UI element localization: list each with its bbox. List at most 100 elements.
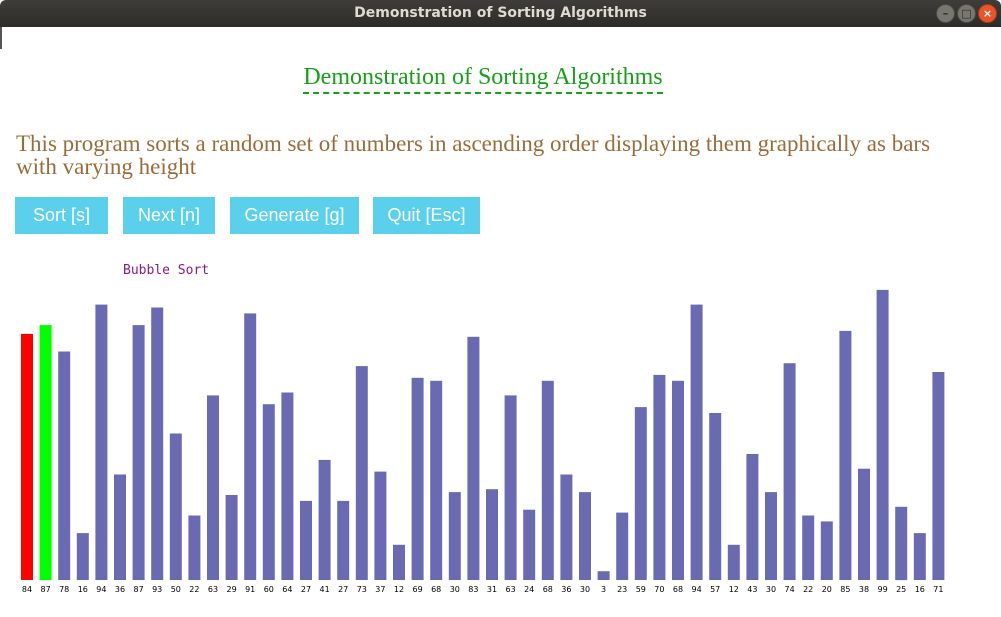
bar-value-label-46: 99 xyxy=(878,585,888,594)
bar-38 xyxy=(727,544,740,580)
bar-26 xyxy=(504,395,517,580)
bar-18 xyxy=(355,366,368,580)
close-icon[interactable]: × xyxy=(978,4,997,23)
bar-value-label-28: 68 xyxy=(543,585,553,594)
bar-9 xyxy=(188,515,201,580)
bar-value-label-13: 60 xyxy=(264,585,274,594)
bar-value-label-14: 64 xyxy=(282,585,292,594)
bar-value-label-47: 25 xyxy=(896,585,906,594)
bar-27 xyxy=(523,509,536,580)
bar-value-label-22: 68 xyxy=(431,585,441,594)
bar-value-label-6: 87 xyxy=(134,585,144,594)
bar-48 xyxy=(913,533,926,580)
bar-value-label-2: 78 xyxy=(59,585,69,594)
bar-30 xyxy=(579,492,591,580)
bar-value-label-7: 93 xyxy=(152,585,162,594)
bar-value-label-21: 69 xyxy=(413,585,423,594)
page-heading: Demonstration of Sorting Algorithms xyxy=(0,64,966,94)
bar-value-label-37: 57 xyxy=(710,585,720,594)
bar-2 xyxy=(58,351,71,580)
bar-value-label-19: 37 xyxy=(375,585,385,594)
bar-29 xyxy=(560,474,573,580)
bar-7 xyxy=(151,307,164,580)
bar-35 xyxy=(672,380,684,580)
bar-value-label-33: 59 xyxy=(636,585,646,594)
bar-42 xyxy=(802,515,815,580)
bar-37 xyxy=(709,413,722,580)
window-title: Demonstration of Sorting Algorithms xyxy=(354,5,647,21)
generate-button[interactable]: Generate [g] xyxy=(230,197,359,234)
bar-value-label-0: 84 xyxy=(22,585,32,594)
bar-value-label-10: 63 xyxy=(208,585,218,594)
bar-14 xyxy=(281,392,294,580)
quit-button[interactable]: Quit [Esc] xyxy=(373,197,480,234)
bar-11 xyxy=(225,495,238,580)
bar-value-label-23: 30 xyxy=(450,585,460,594)
bar-value-label-31: 3 xyxy=(601,585,606,594)
bar-43 xyxy=(820,521,833,580)
bar-value-label-45: 38 xyxy=(859,585,869,594)
bar-23 xyxy=(448,492,461,580)
bar-value-label-3: 16 xyxy=(78,585,88,594)
bar-value-label-15: 27 xyxy=(301,585,311,594)
bar-value-label-9: 22 xyxy=(189,585,199,594)
description-text: This program sorts a random set of numbe… xyxy=(16,131,931,179)
bar-24 xyxy=(467,336,480,580)
bar-value-label-11: 29 xyxy=(227,585,237,594)
bar-17 xyxy=(337,500,350,580)
bar-0 xyxy=(21,333,33,580)
bar-value-label-17: 27 xyxy=(338,585,348,594)
bar-5 xyxy=(114,474,126,580)
bar-40 xyxy=(765,492,777,580)
bar-19 xyxy=(374,471,387,580)
bar-22 xyxy=(430,380,443,580)
bar-value-label-40: 30 xyxy=(766,585,776,594)
bar-value-label-30: 30 xyxy=(580,585,590,594)
bar-value-label-39: 43 xyxy=(747,585,757,594)
minimize-icon[interactable]: – xyxy=(936,4,955,23)
bar-value-label-41: 74 xyxy=(785,585,795,594)
bar-12 xyxy=(244,313,257,580)
bar-value-label-12: 91 xyxy=(245,585,255,594)
algorithm-label: Bubble Sort xyxy=(123,263,210,278)
bar-10 xyxy=(207,395,219,580)
bar-47 xyxy=(895,506,908,581)
maximize-icon[interactable]: □ xyxy=(957,4,976,23)
bar-value-label-34: 70 xyxy=(654,585,664,594)
bar-6 xyxy=(132,325,145,580)
bar-value-label-49: 71 xyxy=(933,585,943,594)
bar-39 xyxy=(746,454,759,580)
window-titlebar[interactable]: Demonstration of Sorting Algorithms – □ … xyxy=(0,0,1001,27)
bar-value-label-25: 31 xyxy=(487,585,497,594)
sort-button[interactable]: Sort [s] xyxy=(15,197,108,234)
bar-value-label-16: 41 xyxy=(320,585,330,594)
bar-value-label-5: 36 xyxy=(115,585,125,594)
bar-value-label-43: 20 xyxy=(822,585,832,594)
bar-value-label-29: 36 xyxy=(561,585,571,594)
next-button[interactable]: Next [n] xyxy=(123,197,215,234)
bar-1 xyxy=(39,325,52,580)
bar-value-label-20: 12 xyxy=(394,585,404,594)
bar-21 xyxy=(411,377,424,580)
bar-value-label-27: 24 xyxy=(524,585,534,594)
bar-4 xyxy=(95,304,108,580)
bar-36 xyxy=(690,304,703,580)
bar-value-label-38: 12 xyxy=(729,585,739,594)
bar-value-label-42: 22 xyxy=(803,585,813,594)
bar-13 xyxy=(262,404,275,580)
bar-49 xyxy=(932,372,945,580)
window-controls: – □ × xyxy=(936,4,997,23)
bar-45 xyxy=(858,468,870,580)
bar-value-label-32: 23 xyxy=(617,585,627,594)
bar-value-label-18: 73 xyxy=(357,585,367,594)
bar-31 xyxy=(597,571,610,580)
bar-25 xyxy=(486,489,498,580)
bar-16 xyxy=(318,459,331,580)
bar-15 xyxy=(300,500,312,580)
bar-3 xyxy=(76,533,89,580)
bar-value-label-48: 16 xyxy=(915,585,925,594)
bar-34 xyxy=(653,374,666,580)
bar-28 xyxy=(541,380,554,580)
bar-value-label-36: 94 xyxy=(692,585,702,594)
bar-8 xyxy=(169,433,182,580)
